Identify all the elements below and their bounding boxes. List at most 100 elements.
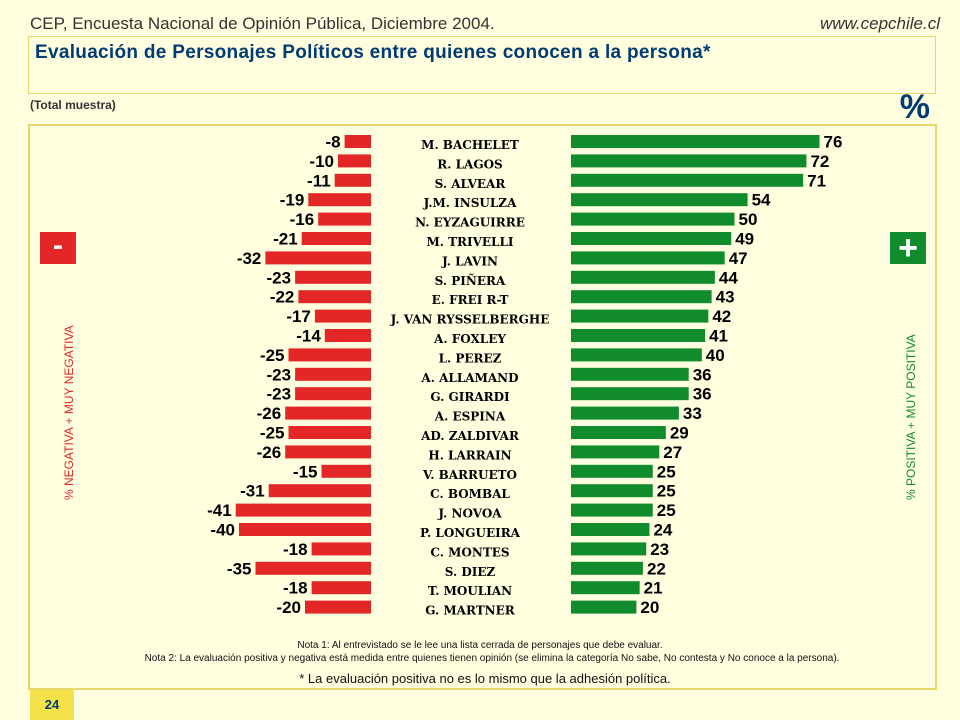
negative-value-label: -16 [290,210,315,229]
positive-value-label: 42 [712,307,731,326]
negative-value-label: -25 [260,424,285,443]
positive-bar [571,135,820,148]
category-label: H. LARRAIN [428,448,511,462]
negative-value-label: -11 [307,171,331,190]
negative-value-label: -18 [283,540,308,559]
positive-bar [571,193,748,207]
positive-bar [571,542,647,556]
positive-value-label: 49 [735,230,754,249]
category-label: G. GIRARDI [430,390,510,404]
positive-bar [571,406,679,420]
positive-value-label: 71 [807,171,826,190]
negative-bar [285,445,371,459]
positive-bar [571,154,807,168]
positive-value-label: 44 [719,268,738,287]
negative-value-label: -23 [267,385,292,404]
positive-value-label: 41 [709,327,728,346]
category-label: M. TRIVELLI [426,235,513,249]
positive-value-label: 20 [640,598,659,617]
positive-bar [571,387,689,401]
negative-value-label: -8 [325,133,340,152]
chart-panel [28,124,937,690]
negative-value-label: -14 [296,327,321,346]
negative-value-label: -10 [309,152,334,171]
positive-value-label: 72 [810,152,829,171]
positive-bar [571,464,653,478]
category-label: S. PIÑERA [435,273,506,288]
positive-value-label: 33 [683,404,702,423]
negative-bar [311,542,371,556]
percent-sign: % [899,88,930,126]
category-label: J. LAVIN [441,254,498,268]
category-label: P. LONGUEIRA [420,526,521,540]
positive-value-label: 22 [647,559,666,578]
negative-bar [239,523,371,536]
positive-bar [571,503,653,517]
category-label: J. NOVOA [437,507,502,521]
negative-value-label: -35 [227,559,252,578]
negative-bar [298,290,371,304]
category-label: A. FOXLEY [433,332,506,346]
negative-value-label: -22 [270,288,295,307]
note-2: Nota 2: La evaluación positiva y negativ… [144,653,840,664]
negative-bar [308,193,371,207]
negative-bar [305,600,371,614]
negative-value-label: -20 [276,598,301,617]
category-label: M. BACHELET [421,138,519,152]
negative-value-label: -40 [210,521,235,540]
negative-bar [314,309,371,323]
positive-value-label: 54 [752,191,771,210]
negative-bar [295,270,371,284]
category-label: S. ALVEAR [435,177,507,191]
category-label: L. PEREZ [439,351,502,365]
negative-bar [334,173,371,187]
category-label: J. VAN RYSSELBERGHE [390,313,550,327]
negative-bar [324,329,371,342]
negative-value-label: -23 [267,268,292,287]
positive-bar [571,173,804,187]
negative-value-label: -26 [257,443,282,462]
category-label: C. BOMBAL [430,487,510,501]
page-number: 24 [30,690,74,720]
positive-value-label: 43 [716,288,735,307]
negative-bar [265,251,371,265]
negative-bar [295,387,371,401]
positive-value-label: 47 [729,249,748,268]
positive-value-label: 25 [657,482,676,501]
negative-bar [288,348,371,362]
positive-bar [571,290,712,304]
negative-bar [235,503,371,517]
category-label: A. ALLAMAND [420,371,518,385]
positive-bar [571,270,715,284]
negative-bar [255,561,371,575]
category-label: T. MOULIAN [428,584,512,598]
negative-value-label: -18 [283,579,308,598]
category-label: AD. ZALDIVAR [420,429,520,443]
negative-bar [344,135,371,148]
positive-value-label: 36 [693,385,712,404]
negative-value-label: -41 [207,501,232,520]
category-label: N. EYZAGUIRRE [415,216,525,230]
positive-value-label: 36 [693,365,712,384]
positive-value-label: 25 [657,462,676,481]
negative-symbol: - [40,231,76,264]
positive-bar [571,251,725,265]
negative-value-label: -32 [237,249,262,268]
positive-value-label: 27 [663,443,682,462]
negative-bar [288,426,371,439]
category-label: R. LAGOS [437,157,502,171]
positive-symbol: + [890,231,926,265]
negative-value-label: -31 [240,482,265,501]
positive-value-label: 40 [706,346,725,365]
website-header: www.cepchile.cl [820,14,940,33]
negative-bar [311,581,371,595]
positive-bar [571,561,643,575]
positive-bar [571,329,706,342]
negative-bar [321,464,371,478]
positive-bar [571,426,666,439]
positive-value-label: 25 [657,501,676,520]
positive-bar [571,600,637,614]
category-label: A. ESPINA [434,410,506,424]
footnote: * La evaluación positiva no es lo mismo … [299,671,671,686]
